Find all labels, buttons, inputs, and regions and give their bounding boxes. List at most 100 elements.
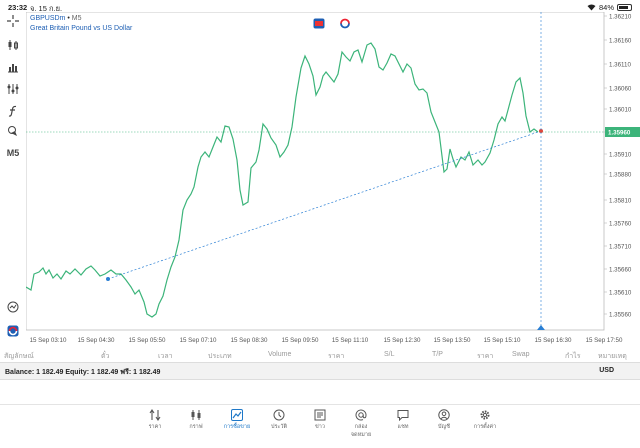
- nav-mailbox[interactable]: กล่องจดหมาย: [346, 409, 376, 439]
- time-tick-label: 15 Sep 04:30: [78, 337, 115, 344]
- price-tick-label: 1.36060: [609, 86, 632, 93]
- objects-icon[interactable]: [6, 124, 20, 138]
- time-tick-label: 15 Sep 17:50: [586, 337, 623, 344]
- price-tick-label: 1.35710: [609, 244, 632, 251]
- timeframe-button[interactable]: M5: [6, 148, 20, 158]
- nav-news-label: ข่าว: [315, 424, 325, 430]
- title-separator: •: [65, 15, 72, 22]
- col-current-price: ราคา: [477, 353, 494, 360]
- nav-quotes[interactable]: ราคา: [140, 409, 170, 431]
- current-price-box: [605, 127, 640, 137]
- trend-anchor-start: [106, 277, 110, 281]
- trade-columns-header: สัญลักษณ์ ตั๋ว เวลา ประเภท Volume ราคา S…: [0, 348, 640, 362]
- chat-icon: [397, 410, 409, 421]
- chart-canvas[interactable]: 1.36210 1.36160 1.36110 1.36060 1.36010 1.359…: [25, 11, 640, 348]
- status-right: 84%: [587, 3, 632, 12]
- nav-chat-label: แชท: [397, 424, 409, 430]
- account-summary-bar[interactable]: Balance: 1 182.49 Equity: 1 182.49 ฟรี: …: [0, 362, 640, 380]
- nav-account[interactable]: บัญชี: [429, 409, 459, 431]
- price-tick-label: 1.35910: [609, 152, 632, 159]
- price-tick-label: 1.35810: [609, 198, 632, 205]
- current-price-label: 1.35960: [608, 130, 631, 137]
- quotes-icon: [149, 409, 161, 421]
- price-tick-label: 1.36110: [609, 62, 631, 69]
- price-tick-label: 1.36160: [609, 38, 632, 45]
- col-type: ประเภท: [208, 353, 232, 360]
- col-price: ราคา: [328, 353, 345, 360]
- nav-chart[interactable]: กราฟ: [181, 409, 211, 431]
- app-logo-icon[interactable]: [6, 324, 20, 338]
- col-ticket: ตั๋ว: [101, 353, 110, 360]
- price-tick-label: 1.35660: [609, 267, 632, 274]
- plot-area: [25, 11, 605, 331]
- nav-trade[interactable]: การซื้อขาย: [222, 409, 252, 431]
- time-tick-label: 15 Sep 15:10: [484, 337, 521, 344]
- nav-news[interactable]: ข่าว: [305, 409, 335, 431]
- bottom-navigation: ราคา กราฟ การซื้อขาย ประวัติ ข่าว กล่องจ…: [0, 404, 640, 448]
- chart-description: Great Britain Pound vs US Dollar: [30, 25, 133, 32]
- status-bar: 23:32 จ. 15 ก.ย. 84%: [0, 0, 640, 14]
- account-currency: USD: [599, 367, 614, 374]
- time-tick-label: 15 Sep 05:50: [129, 337, 166, 344]
- wifi-icon: [587, 4, 596, 11]
- bar-chart-icon[interactable]: [6, 60, 20, 74]
- chart-title: GBPUSDm • M5 Great Britain Pound vs US D…: [30, 14, 132, 34]
- price-chart[interactable]: 1.36210 1.36160 1.36110 1.36060 1.36010 1.359…: [25, 11, 640, 348]
- mailbox-icon: [355, 409, 367, 421]
- battery-percent: 84%: [598, 3, 614, 12]
- status-time: 23:32: [8, 3, 28, 12]
- account-summary: Balance: 1 182.49 Equity: 1 182.49 ฟรี: …: [5, 369, 161, 376]
- price-line: [25, 42, 539, 318]
- col-comment: หมายเหตุ: [598, 353, 627, 360]
- alerts-icon[interactable]: [6, 300, 20, 314]
- price-tick-label: 1.35610: [609, 290, 632, 297]
- time-tick-label: 15 Sep 12:30: [384, 337, 421, 344]
- trade-icon: [231, 409, 243, 421]
- status-date: จ. 15 ก.ย.: [30, 4, 63, 13]
- one-click-trading-icon[interactable]: [313, 18, 325, 29]
- col-volume: Volume: [268, 351, 292, 358]
- nav-account-label: บัญชี: [438, 424, 450, 430]
- price-tick-label: 1.36210: [609, 14, 632, 21]
- time-marker-arrow: [537, 325, 545, 330]
- nav-trade-label: การซื้อขาย: [223, 424, 251, 430]
- trend-line: [107, 130, 542, 280]
- indicators-icon[interactable]: [6, 82, 20, 96]
- col-symbol: สัญลักษณ์: [4, 353, 34, 360]
- nav-history[interactable]: ประวัติ: [264, 409, 294, 431]
- time-tick-label: 15 Sep 07:10: [180, 337, 217, 344]
- nav-chart-label: กราฟ: [189, 424, 203, 430]
- time-tick-label: 15 Sep 13:50: [434, 337, 471, 344]
- nav-quotes-label: ราคา: [148, 424, 162, 430]
- chart-timeframe-label: M5: [71, 15, 82, 22]
- col-profit: กำไร: [565, 353, 581, 360]
- nav-history-label: ประวัติ: [270, 424, 288, 430]
- battery-icon: [617, 4, 632, 11]
- account-icon: [438, 409, 450, 421]
- app-logo-small-icon[interactable]: [339, 18, 351, 29]
- col-tp: T/P: [432, 351, 443, 358]
- chart-icon: [191, 410, 201, 420]
- col-swap: Swap: [512, 351, 530, 358]
- nav-chat[interactable]: แชท: [388, 409, 418, 431]
- time-tick-label: 15 Sep 16:30: [535, 337, 572, 344]
- time-tick-label: 15 Sep 03:10: [30, 337, 67, 344]
- news-icon: [314, 409, 326, 421]
- crosshair-icon[interactable]: [6, 14, 20, 28]
- time-tick-label: 15 Sep 11:10: [332, 337, 369, 344]
- chart-symbol: GBPUSDm: [30, 15, 66, 22]
- chart-toolbar: M5: [0, 14, 26, 344]
- time-tick-label: 15 Sep 08:30: [231, 337, 268, 344]
- settings-icon: [480, 410, 490, 420]
- price-tick-label: 1.35760: [609, 221, 632, 228]
- price-tick-label: 1.35560: [609, 312, 632, 319]
- col-time: เวลา: [158, 353, 173, 360]
- price-tick-label: 1.36010: [609, 107, 632, 114]
- nav-settings-label: การตั้งค่า: [473, 424, 497, 430]
- col-sl: S/L: [384, 351, 395, 358]
- history-icon: [273, 409, 285, 421]
- candles-icon[interactable]: [6, 38, 20, 52]
- nav-settings[interactable]: การตั้งค่า: [470, 409, 500, 431]
- nav-mailbox-label: กล่องจดหมาย: [350, 424, 372, 438]
- function-icon[interactable]: [6, 104, 20, 118]
